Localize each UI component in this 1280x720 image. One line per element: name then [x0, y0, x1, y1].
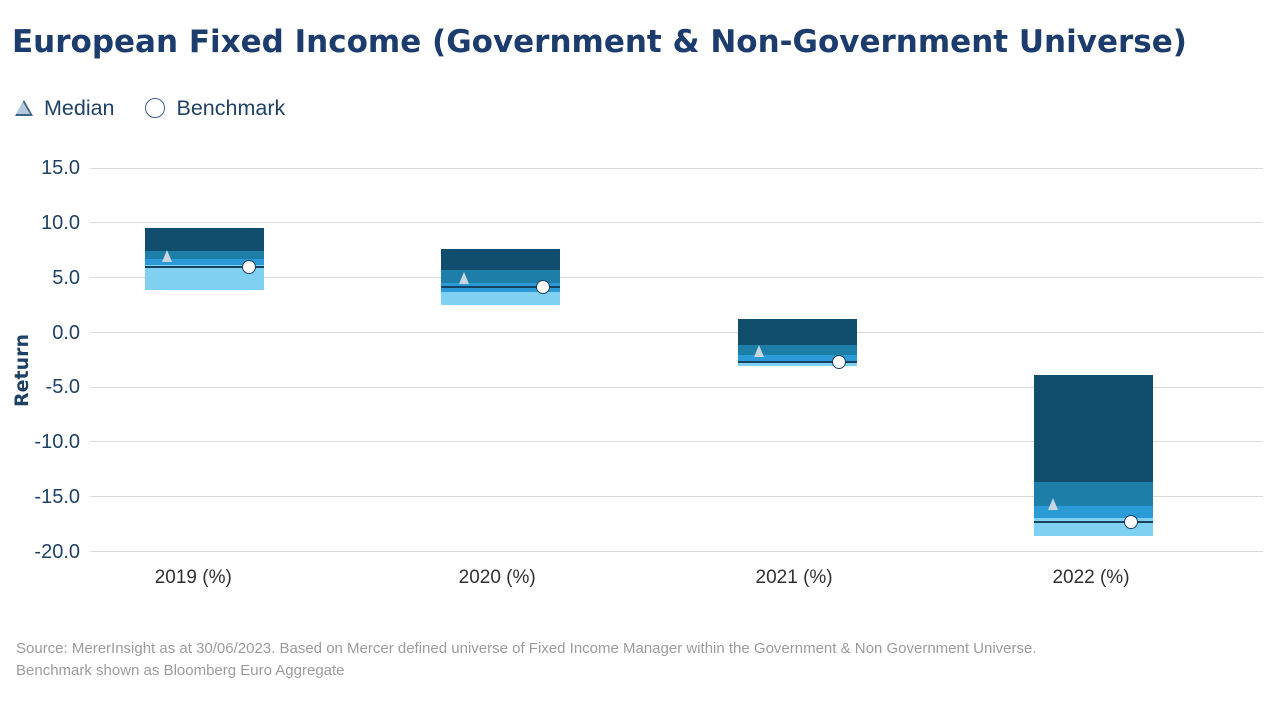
x-axis-label: 2020 (%) — [458, 566, 536, 588]
band-25th-5th — [441, 292, 561, 305]
gridline — [90, 496, 1263, 497]
gridline — [90, 386, 1263, 388]
source-note-line1: Source: MererInsight as at 30/06/2023. B… — [16, 640, 1037, 657]
band-50th-25th — [737, 355, 857, 364]
bar-2022 — [1034, 0, 1153, 720]
band-95th-75th — [144, 228, 264, 252]
median-marker-triangle — [459, 272, 470, 285]
y-tick-label: 15.0 — [41, 157, 80, 180]
benchmark-circle-icon — [144, 98, 165, 118]
band-50th-25th — [1034, 505, 1153, 518]
x-axis-label: 2019 (%) — [154, 566, 232, 588]
gridline — [90, 277, 1263, 278]
bar-2020 — [441, 0, 561, 720]
source-note-line2: Benchmark shown as Bloomberg Euro Aggreg… — [16, 662, 345, 679]
gridline — [90, 550, 1263, 552]
band-25th-5th — [1034, 517, 1153, 536]
band-95th-75th — [1034, 374, 1153, 483]
y-tick-label: 0.0 — [52, 321, 80, 344]
y-tick-label: -10.0 — [34, 431, 80, 454]
x-axis-label: 2022 (%) — [1052, 566, 1130, 588]
band-50th-25th — [144, 259, 264, 266]
bar-2019 — [144, 0, 264, 720]
legend-benchmark-label: Benchmark — [176, 96, 286, 120]
chart-title: European Fixed Income (Government & Non-… — [12, 23, 1187, 60]
median-marker-triangle — [1048, 498, 1058, 511]
y-tick-label: -15.0 — [34, 485, 80, 508]
band-50th-25th — [441, 282, 561, 293]
band-75th-50th — [1034, 482, 1153, 506]
benchmark-marker-circle — [242, 259, 257, 274]
band-75th-50th — [737, 345, 857, 356]
band-75th-50th — [144, 251, 264, 260]
band-25th-5th — [737, 363, 857, 367]
benchmark-marker-circle — [832, 354, 847, 369]
benchmark-line — [1034, 521, 1153, 524]
gridline — [90, 167, 1263, 169]
median-marker-triangle — [161, 249, 172, 262]
benchmark-line — [737, 360, 857, 363]
gridline — [90, 331, 1263, 333]
benchmark-line — [441, 285, 561, 288]
y-tick-label: 10.0 — [41, 212, 80, 235]
y-tick-label: 5.0 — [52, 266, 80, 289]
gridline — [90, 222, 1263, 224]
median-triangle-icon — [14, 99, 33, 116]
gridline — [90, 441, 1263, 443]
benchmark-line — [144, 265, 264, 268]
benchmark-marker-circle — [535, 279, 550, 294]
benchmark-marker-circle — [1123, 515, 1138, 530]
bar-2021 — [737, 0, 857, 720]
median-marker-triangle — [753, 345, 764, 358]
x-axis-label: 2021 (%) — [755, 566, 833, 588]
y-tick-label: -5.0 — [45, 376, 80, 399]
legend-median-label: Median — [44, 96, 115, 120]
y-tick-label: -20.0 — [34, 540, 80, 563]
band-95th-75th — [441, 249, 561, 270]
